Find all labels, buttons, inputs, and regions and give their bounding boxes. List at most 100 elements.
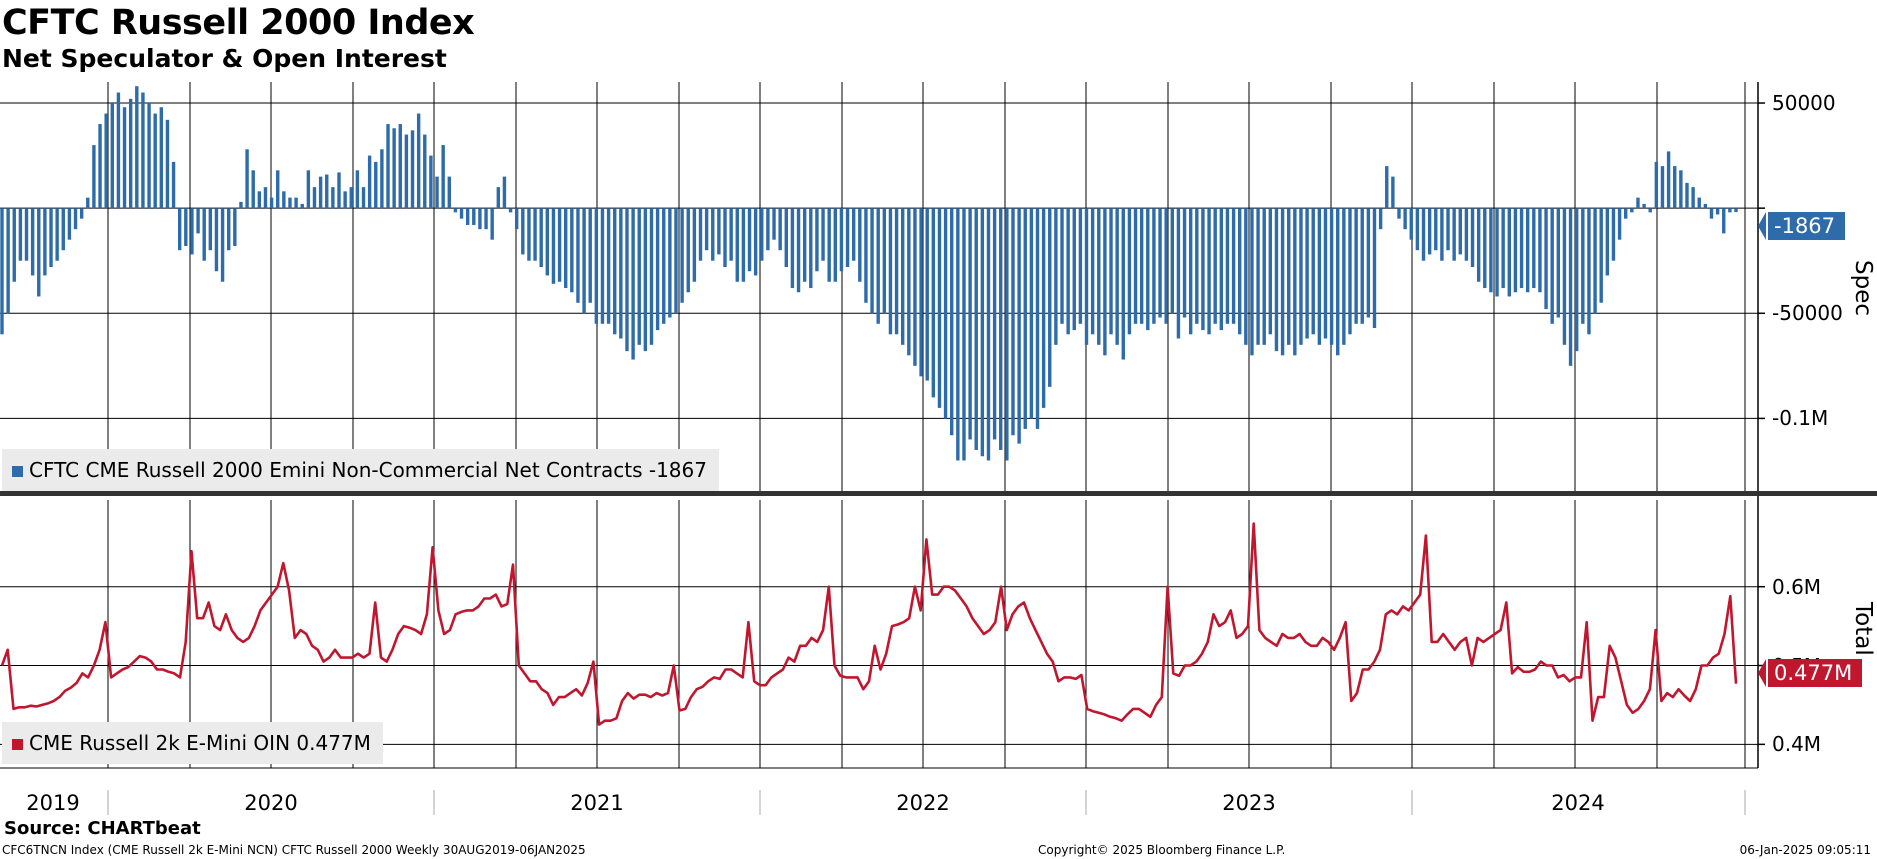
spec-bar: [649, 208, 654, 345]
spec-bar: [894, 208, 899, 335]
oi-last-value-badge: 0.477M: [1768, 659, 1863, 687]
spec-bar: [919, 208, 923, 377]
spec-bar: [1562, 208, 1567, 345]
spec-bar: [0, 208, 4, 335]
spec-bar: [429, 155, 433, 209]
spec-bar: [686, 208, 690, 293]
total-axis-title: Total: [1850, 602, 1876, 656]
spec-bar: [177, 208, 182, 251]
spec-bar: [1182, 208, 1187, 318]
x-tick-label-year: 2022: [896, 791, 950, 815]
oi-y-tick-label: 0.4M: [1772, 732, 1822, 757]
spec-bar: [1293, 208, 1297, 356]
spec-bar: [318, 176, 323, 209]
spec-bar: [190, 208, 194, 255]
spec-bar: [1636, 197, 1640, 209]
legend-spec: CFTC CME Russell 2000 Emini Non-Commerci…: [2, 449, 719, 491]
spec-bar: [1287, 208, 1291, 345]
spec-bar: [1041, 208, 1046, 408]
spec-bar: [184, 208, 188, 246]
spec-bar: [539, 208, 543, 268]
spec-bar: [1133, 208, 1138, 324]
spec-bar: [533, 208, 537, 261]
spec-bar: [1139, 208, 1144, 324]
spec-bar: [86, 197, 90, 209]
spec-bar: [24, 208, 29, 261]
spec-bar: [1366, 208, 1371, 318]
spec-bar: [67, 208, 72, 240]
spec-bar: [147, 103, 151, 209]
spec-bar: [1342, 208, 1346, 345]
spec-axis-title: Spec: [1850, 260, 1876, 316]
spec-y-tick-label: 50000: [1772, 91, 1836, 116]
spec-bar: [1072, 208, 1076, 331]
spec-bar: [398, 124, 402, 209]
spec-bar: [141, 92, 145, 209]
spec-bar: [1225, 208, 1230, 324]
spec-bar: [1501, 208, 1505, 289]
spec-bar: [925, 208, 929, 381]
spec-bar: [6, 208, 10, 314]
spec-bar: [1470, 208, 1475, 268]
spec-bar: [165, 119, 170, 209]
spec-bar: [1556, 208, 1561, 318]
spec-bar: [931, 208, 936, 398]
spec-bar: [79, 208, 84, 219]
spec-bar: [484, 208, 488, 230]
spec-bar: [257, 191, 262, 209]
chart-title: CFTC Russell 2000 Index: [2, 3, 475, 43]
spec-bar: [1691, 187, 1695, 209]
spec-bar: [1397, 208, 1401, 219]
spec-bar: [913, 208, 917, 366]
spec-bar: [1244, 208, 1248, 345]
source-line: Source: CHARTbeat: [4, 818, 201, 839]
spec-bar: [1617, 208, 1622, 240]
spec-bar: [1311, 208, 1315, 335]
spec-bar: [999, 208, 1003, 450]
spec-bar: [447, 176, 451, 209]
x-tick-label-year: 2024: [1551, 791, 1605, 815]
spec-bar: [1409, 208, 1413, 240]
spec-bar: [367, 155, 372, 209]
spec-bar: [1574, 208, 1579, 352]
spec-bar: [1587, 208, 1591, 335]
spec-bar: [527, 208, 531, 261]
spec-bar: [1097, 208, 1101, 345]
spec-bar: [1525, 208, 1530, 293]
spec-bar: [459, 208, 464, 219]
spec-bar: [1256, 208, 1260, 345]
spec-bar: [950, 208, 954, 436]
spec-bar: [110, 103, 114, 209]
spec-bar: [833, 208, 838, 282]
spec-bar: [55, 208, 59, 261]
spec-bar: [974, 208, 978, 450]
spec-bar: [1035, 208, 1040, 429]
spec-bar: [214, 208, 219, 272]
spec-bar: [116, 92, 121, 209]
spec-bar: [374, 161, 378, 209]
spec-bar: [809, 208, 813, 289]
spec-bar: [796, 208, 801, 293]
spec-bar: [1237, 208, 1242, 335]
spec-bar: [1452, 208, 1456, 261]
spec-bar: [619, 208, 623, 339]
spec-bar: [306, 170, 311, 209]
spec-bar: [1483, 208, 1487, 289]
spec-bar: [1642, 203, 1646, 209]
spec-bar: [711, 208, 715, 261]
legend-oi-label: CME Russell 2k E-Mini OIN 0.477M: [29, 731, 371, 755]
spec-bar: [1679, 170, 1683, 209]
spec-bar: [907, 208, 911, 356]
spec-bar: [986, 208, 991, 461]
spec-bar: [1029, 208, 1034, 419]
spec-bar: [1323, 208, 1328, 339]
spec-bar: [1023, 208, 1027, 429]
oi-series-line: [0, 522, 1738, 726]
spec-bar: [263, 187, 268, 209]
spec-bar: [1630, 208, 1634, 213]
spec-bar: [1188, 208, 1193, 335]
spec-bar: [269, 197, 274, 209]
spec-bar: [1728, 208, 1732, 213]
spec-bar: [1654, 161, 1659, 209]
spec-y-tick-label: -50000: [1772, 301, 1843, 326]
